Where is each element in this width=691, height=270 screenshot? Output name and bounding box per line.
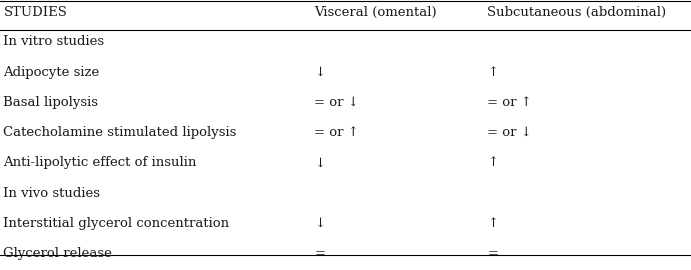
Text: STUDIES: STUDIES [3,6,67,19]
Text: ↓: ↓ [314,217,325,230]
Text: =: = [487,247,498,260]
Text: ↓: ↓ [314,66,325,79]
Text: In vitro studies: In vitro studies [3,35,104,48]
Text: Adipocyte size: Adipocyte size [3,66,100,79]
Text: Basal lipolysis: Basal lipolysis [3,96,98,109]
Text: = or ↑: = or ↑ [487,96,532,109]
Text: Visceral (omental): Visceral (omental) [314,6,437,19]
Text: Anti-lipolytic effect of insulin: Anti-lipolytic effect of insulin [3,156,197,169]
Text: Glycerol release: Glycerol release [3,247,113,260]
Text: Subcutaneous (abdominal): Subcutaneous (abdominal) [487,6,666,19]
Text: ↑: ↑ [487,156,498,169]
Text: = or ↓: = or ↓ [314,96,359,109]
Text: In vivo studies: In vivo studies [3,187,100,200]
Text: ↓: ↓ [314,156,325,169]
Text: Interstitial glycerol concentration: Interstitial glycerol concentration [3,217,229,230]
Text: ↑: ↑ [487,217,498,230]
Text: = or ↑: = or ↑ [314,126,359,139]
Text: = or ↓: = or ↓ [487,126,532,139]
Text: =: = [314,247,325,260]
Text: Catecholamine stimulated lipolysis: Catecholamine stimulated lipolysis [3,126,237,139]
Text: ↑: ↑ [487,66,498,79]
